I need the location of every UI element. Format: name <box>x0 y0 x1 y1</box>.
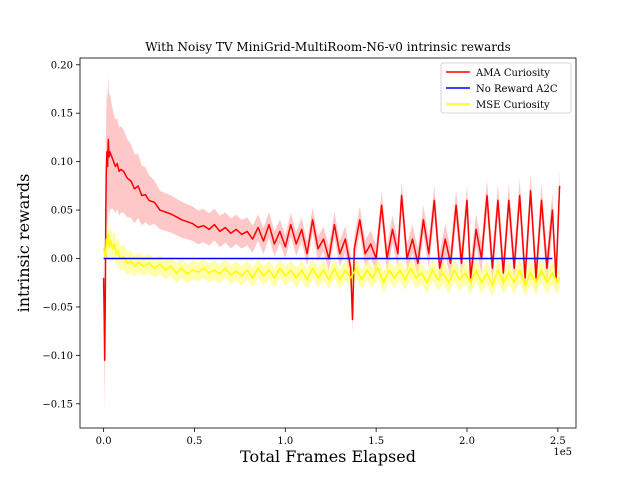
y-tick-label: 0.05 <box>51 206 73 217</box>
y-tick-label: 0.00 <box>51 254 73 265</box>
legend-label-mse: MSE Curiosity <box>476 100 550 111</box>
x-tick-label: 2.5 <box>550 436 566 447</box>
y-tick-label: −0.15 <box>42 399 73 410</box>
legend: AMA Curiosity No Reward A2C MSE Curiosit… <box>440 62 572 114</box>
y-axis-ticks: −0.15 −0.10 −0.05 0.00 0.05 0.10 0.15 0.20 <box>42 60 80 410</box>
x-axis-ticks: 0.0 0.5 1.0 1.5 2.0 2.5 <box>96 428 566 447</box>
x-axis-label: Total Frames Elapsed <box>240 447 416 466</box>
y-tick-label: −0.10 <box>42 351 73 362</box>
y-axis-label: intrinsic rewards <box>14 174 33 313</box>
legend-label-no-reward: No Reward A2C <box>476 84 558 95</box>
x-tick-label: 0.0 <box>96 436 112 447</box>
x-tick-label: 0.5 <box>187 436 203 447</box>
y-tick-label: 0.10 <box>51 157 73 168</box>
y-tick-label: 0.15 <box>51 109 73 120</box>
x-tick-label: 1.5 <box>368 436 384 447</box>
series-line-mse-curiosity <box>102 233 561 287</box>
legend-label-ama: AMA Curiosity <box>475 68 550 79</box>
x-tick-label: 1.0 <box>277 436 293 447</box>
plot-frame <box>79 57 577 429</box>
chart-title: With Noisy TV MiniGrid-MultiRoom-N6-v0 i… <box>145 40 511 54</box>
x-tick-label: 2.0 <box>459 436 475 447</box>
x-axis-offset-label: 1e5 <box>553 447 572 458</box>
y-tick-label: −0.05 <box>42 302 73 313</box>
series-lines <box>102 138 561 361</box>
legend-box <box>440 62 572 114</box>
series-line-ama-curiosity <box>102 138 561 361</box>
y-tick-label: 0.20 <box>51 60 73 71</box>
